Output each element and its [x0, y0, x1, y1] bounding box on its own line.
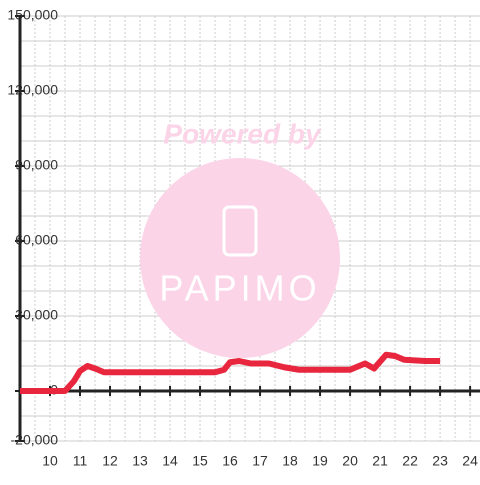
y-tick-label: 90,000	[15, 157, 58, 173]
data-line	[20, 351, 441, 394]
x-tick-label: 20	[342, 453, 358, 469]
x-tick-label: 10	[42, 453, 58, 469]
y-tick-label: 120,000	[7, 82, 58, 98]
x-tick-label: 13	[132, 453, 148, 469]
watermark-circle	[140, 158, 340, 358]
y-tick-label: -20,000	[11, 432, 59, 448]
x-tick-label: 15	[192, 453, 208, 469]
y-tick-label: 30,000	[15, 307, 58, 323]
x-tick-label: 11	[73, 453, 88, 469]
watermark: Powered by PAPIMO	[140, 118, 340, 358]
x-tick-label: 19	[312, 453, 328, 469]
x-tick-label: 16	[222, 453, 238, 469]
y-tick-label: 60,000	[15, 232, 58, 248]
x-tick-label: 12	[102, 453, 118, 469]
x-tick-label: 14	[162, 453, 178, 469]
x-tick-label: 24	[462, 453, 478, 469]
x-tick-label: 21	[372, 453, 388, 469]
watermark-icon	[222, 205, 258, 257]
x-tick-label: 17	[252, 453, 268, 469]
y-tick-label: 150,000	[7, 7, 58, 23]
watermark-brand: PAPIMO	[159, 268, 320, 309]
x-tick-label: 23	[432, 453, 448, 469]
x-tick-label: 22	[402, 453, 418, 469]
watermark-top: Powered by	[163, 118, 322, 149]
x-tick-label: 18	[282, 453, 298, 469]
